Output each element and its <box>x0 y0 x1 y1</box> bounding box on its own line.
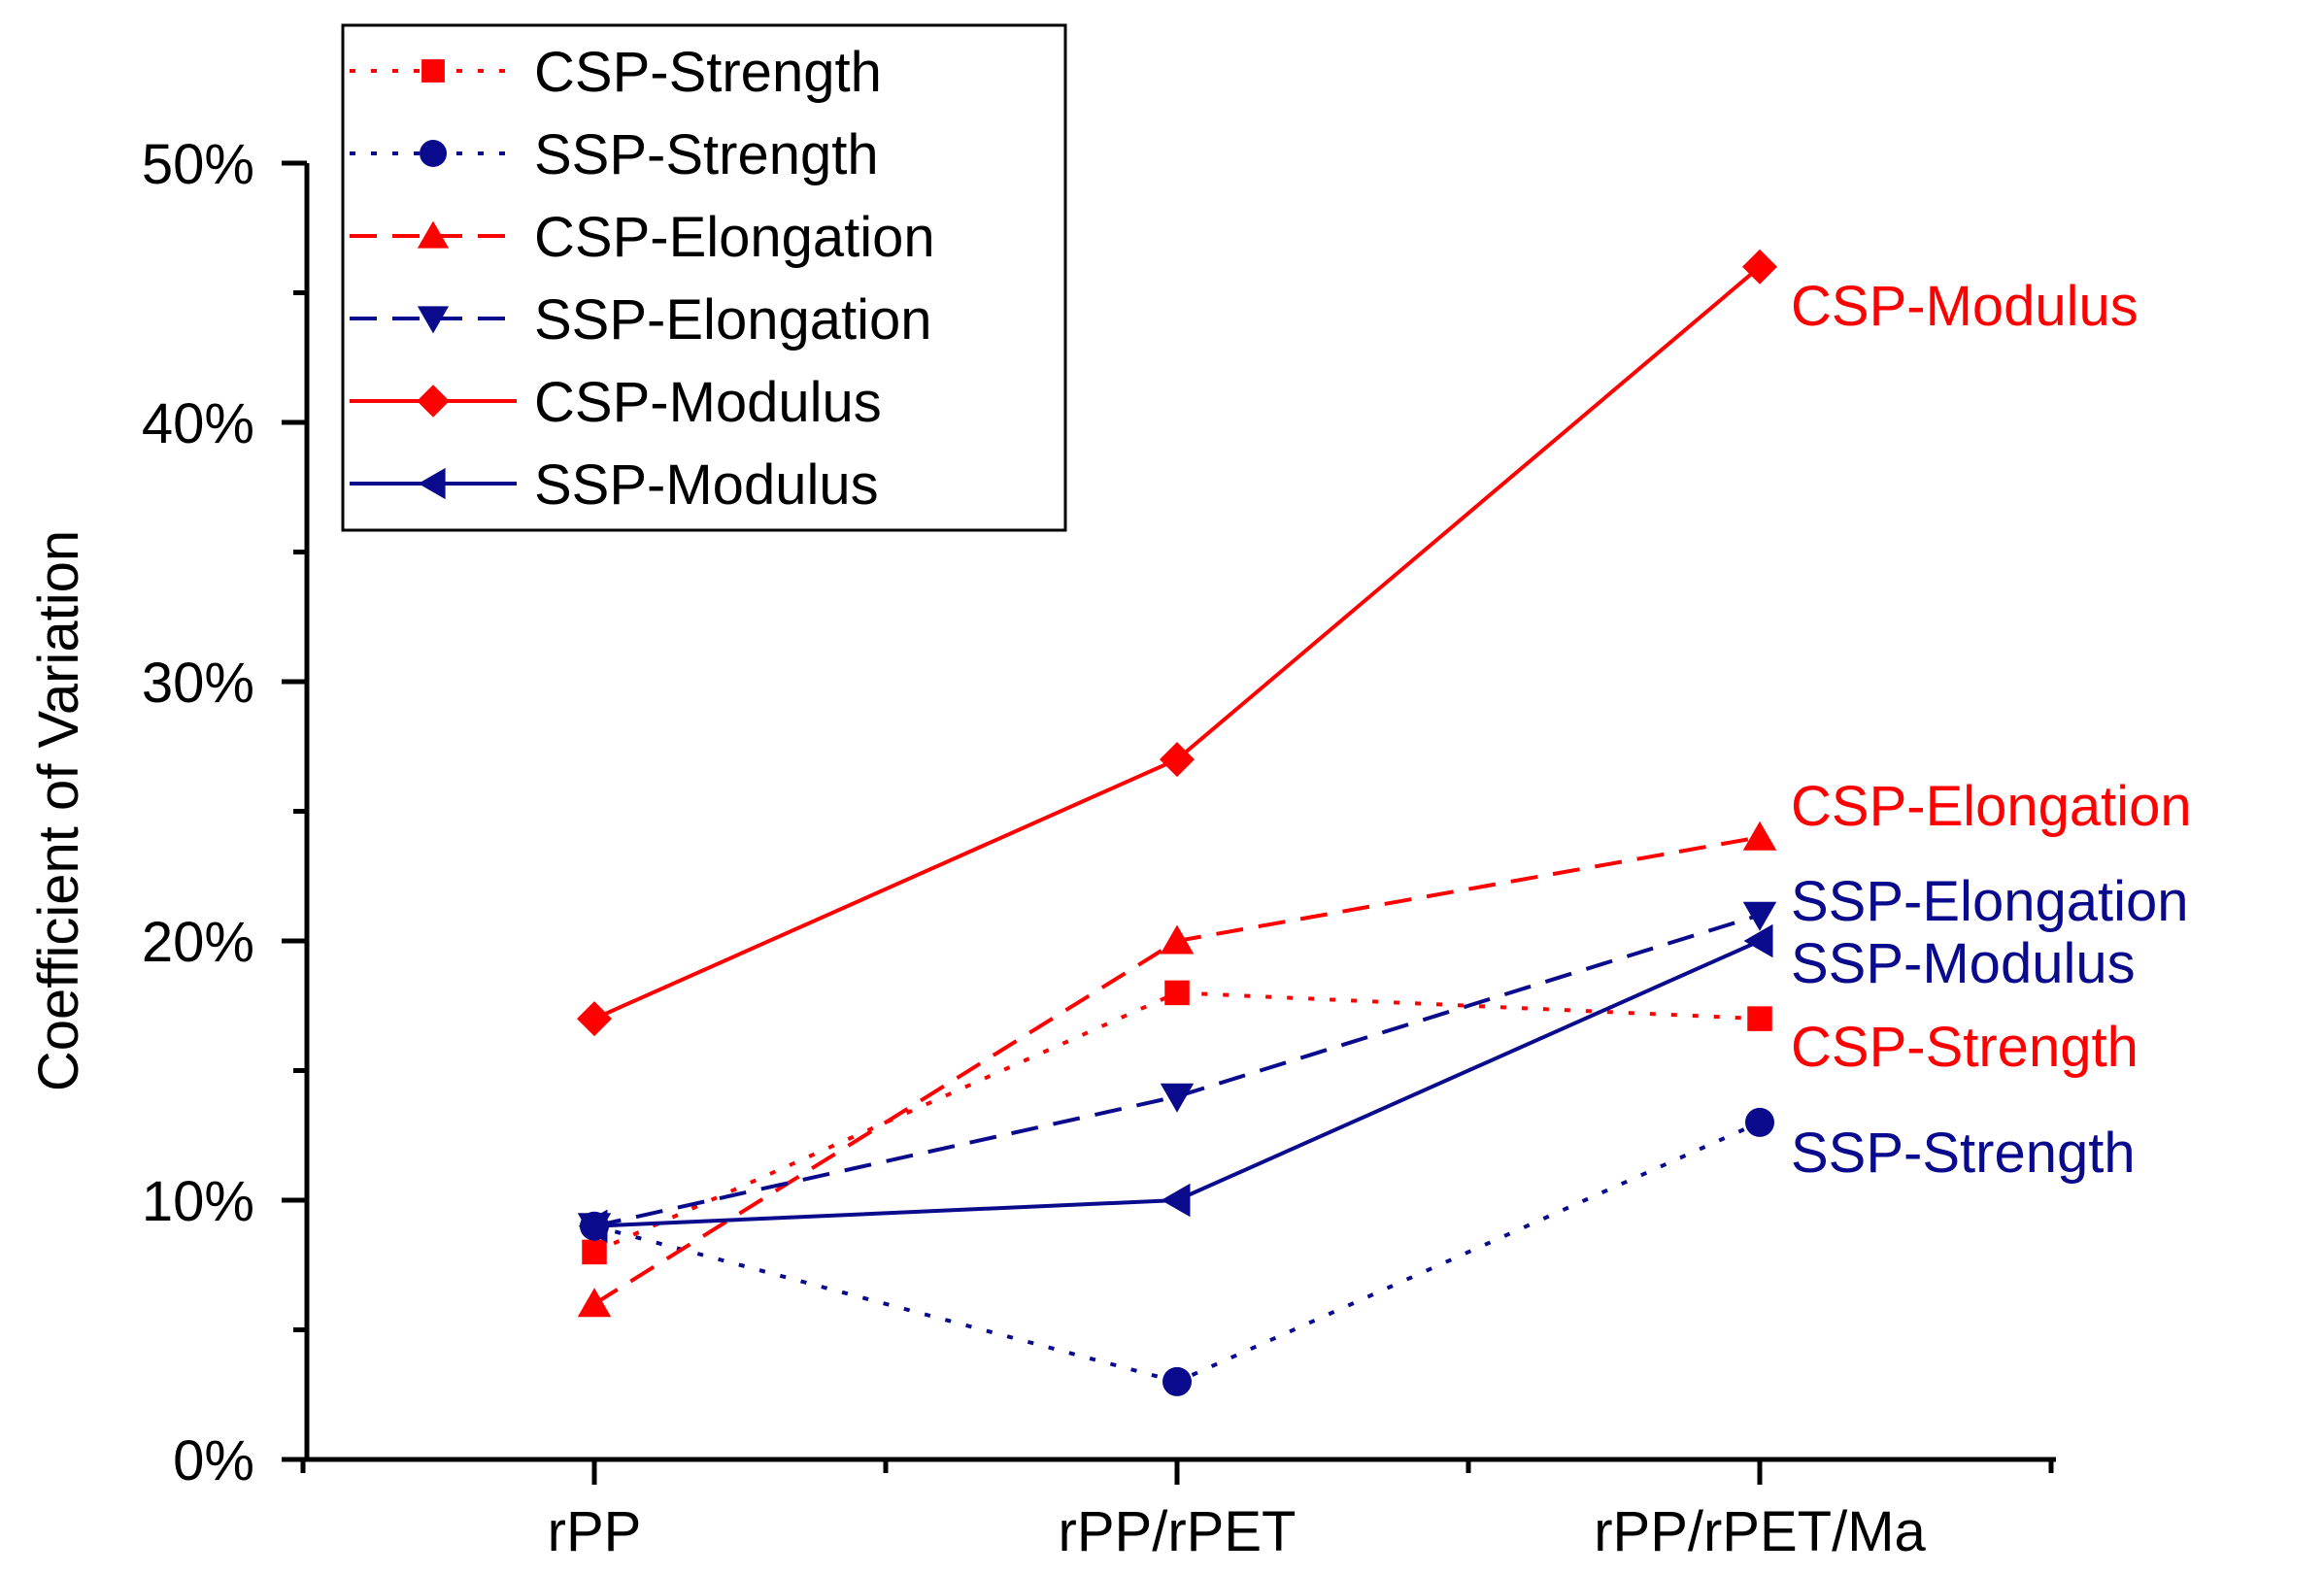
data-point-ssp-elongation <box>1742 901 1777 931</box>
y-ticks: 0% 10% 20% 30% 40% 50% <box>142 133 307 1492</box>
x-tick-label: rPP/rPET <box>1059 1500 1297 1563</box>
data-point-csp-strength <box>582 1239 607 1265</box>
legend: CSP-Strength SSP-Strength CSP-Elongation SS… <box>341 23 1067 532</box>
legend-marker-ssp-modulus <box>418 467 446 500</box>
data-point-ssp-strength <box>1745 1107 1774 1137</box>
data-point-ssp-elongation <box>1160 1083 1195 1113</box>
data-point-csp-modulus <box>577 1001 612 1037</box>
data-point-csp-strength <box>1747 1006 1772 1031</box>
series-line-ssp-strength <box>593 1121 1761 1385</box>
series-line-csp-strength <box>593 990 1761 1255</box>
legend-label-ssp-modulus: SSP-Modulus <box>534 453 879 517</box>
end-label-csp-modulus: CSP-Modulus <box>1791 275 2139 338</box>
x-ticks: rPP rPP/rPET rPP/rPET/Ma <box>300 1459 2054 1563</box>
y-tick-label: 50% <box>142 133 254 196</box>
legend-marker-csp-strength <box>421 59 445 83</box>
end-label-csp-strength: CSP-Strength <box>1791 1016 2139 1079</box>
legend-label-ssp-elongation: SSP-Elongation <box>534 288 931 352</box>
data-point-csp-elongation <box>1742 821 1777 851</box>
data-point-csp-modulus <box>1160 742 1195 778</box>
data-point-csp-strength <box>1164 980 1190 1006</box>
end-label-ssp-modulus: SSP-Modulus <box>1791 932 2136 995</box>
y-tick-label: 0% <box>173 1429 254 1492</box>
data-point-csp-elongation <box>577 1288 612 1318</box>
end-labels: CSP-Strength SSP-Strength CSP-Elongation SS… <box>1791 275 2192 1185</box>
data-point-csp-modulus <box>1742 249 1777 285</box>
x-tick-label: rPP <box>548 1500 642 1563</box>
legend-marker-ssp-strength <box>420 140 447 167</box>
plot-markers <box>577 249 1777 1396</box>
legend-marker-csp-modulus <box>417 385 450 418</box>
legend-marker-ssp-elongation <box>417 306 450 334</box>
series-line-ssp-elongation <box>593 913 1761 1228</box>
legend-label-csp-strength: CSP-Strength <box>534 41 882 104</box>
data-point-ssp-modulus <box>578 1209 608 1243</box>
end-label-ssp-strength: SSP-Strength <box>1791 1122 2136 1185</box>
y-tick-label: 10% <box>142 1170 254 1233</box>
legend-label-csp-elongation: CSP-Elongation <box>534 206 935 269</box>
y-axis-label: Coefficient of Variation <box>27 530 90 1091</box>
y-tick-label: 20% <box>142 911 254 974</box>
data-point-csp-elongation <box>1160 924 1195 955</box>
legend-marker-csp-elongation <box>417 220 450 249</box>
data-point-ssp-modulus <box>1161 1183 1191 1218</box>
data-point-ssp-modulus <box>1743 923 1773 958</box>
data-point-ssp-strength <box>1162 1366 1192 1396</box>
legend-label-csp-modulus: CSP-Modulus <box>534 371 882 434</box>
y-tick-label: 40% <box>142 392 254 455</box>
end-label-ssp-elongation: SSP-Elongation <box>1791 870 2188 933</box>
series-line-csp-elongation <box>592 835 1761 1306</box>
x-tick-label: rPP/rPET/Ma <box>1594 1500 1926 1563</box>
legend-box <box>341 23 1067 532</box>
legend-label-ssp-strength: SSP-Strength <box>534 123 879 186</box>
y-tick-label: 30% <box>142 652 254 715</box>
end-label-csp-elongation: CSP-Elongation <box>1791 775 2192 838</box>
